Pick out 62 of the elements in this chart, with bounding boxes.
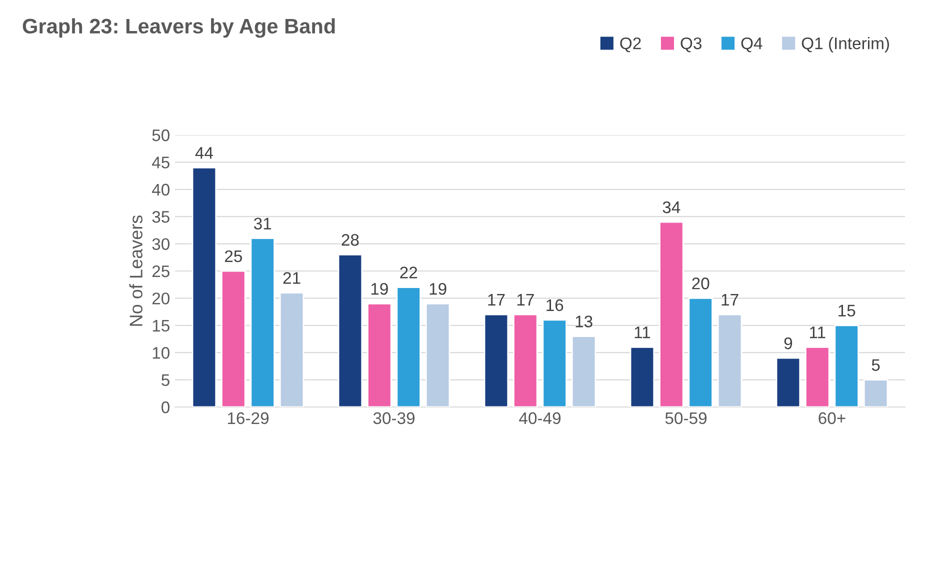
bar xyxy=(279,292,304,407)
bar xyxy=(221,270,246,407)
legend-label: Q1 (Interim) xyxy=(802,37,889,53)
bar xyxy=(425,302,450,407)
legend-label: Q4 xyxy=(741,37,762,52)
bar xyxy=(834,324,859,407)
bar xyxy=(659,221,684,407)
legend-label: Q3 xyxy=(680,37,702,52)
data-label: 20 xyxy=(692,278,710,290)
data-label: 31 xyxy=(254,218,272,230)
y-tick-label: 40 xyxy=(152,184,170,196)
data-label: 11 xyxy=(634,326,650,338)
data-label: 17 xyxy=(517,294,534,306)
data-label: 44 xyxy=(195,147,213,159)
bar xyxy=(805,346,830,407)
x-tick-label: 16-29 xyxy=(228,412,269,424)
data-label: 21 xyxy=(283,272,300,284)
chart-title: Graph 23: Leavers by Age Band xyxy=(22,18,335,38)
bar xyxy=(192,166,217,407)
y-axis-title: No of Leavers xyxy=(129,215,142,326)
y-tick-label: 5 xyxy=(162,374,170,386)
x-tick-label: 60+ xyxy=(818,412,846,424)
bar xyxy=(542,319,567,407)
data-label: 25 xyxy=(224,250,242,262)
bar xyxy=(367,302,392,407)
y-tick-label: 10 xyxy=(152,347,170,359)
y-tick-label: 15 xyxy=(152,320,170,332)
data-label: 19 xyxy=(371,282,388,295)
x-tick-label: 30-39 xyxy=(373,412,415,424)
y-tick-label: 45 xyxy=(152,156,170,168)
data-label: 9 xyxy=(784,337,792,350)
x-tick-label: 40-49 xyxy=(519,412,561,424)
y-tick-label: 25 xyxy=(152,265,170,278)
bar xyxy=(863,379,888,407)
data-label: 17 xyxy=(488,294,505,306)
data-label: 19 xyxy=(430,282,446,295)
data-label: 34 xyxy=(662,201,680,214)
data-label: 15 xyxy=(838,304,856,317)
bar xyxy=(513,314,538,407)
data-label: 17 xyxy=(722,294,738,306)
bar xyxy=(776,357,801,407)
x-tick-label: 50-59 xyxy=(665,412,707,424)
y-tick-label: 20 xyxy=(152,292,170,304)
bar xyxy=(396,286,421,407)
legend-label: Q2 xyxy=(620,37,641,52)
y-tick-label: 0 xyxy=(162,401,170,414)
y-tick-label: 50 xyxy=(152,129,170,142)
y-tick-label: 30 xyxy=(152,238,170,250)
data-label: 5 xyxy=(872,359,880,371)
bar xyxy=(571,336,596,407)
data-label: 13 xyxy=(576,316,592,328)
data-label: 28 xyxy=(342,234,359,246)
bar xyxy=(630,346,655,407)
data-label: 16 xyxy=(546,299,564,312)
bar xyxy=(484,314,509,407)
data-label: 11 xyxy=(810,326,826,338)
bar xyxy=(250,238,275,407)
y-tick-label: 35 xyxy=(152,211,170,223)
bar xyxy=(688,298,713,407)
data-label: 22 xyxy=(400,266,418,278)
bar xyxy=(717,314,742,407)
bar xyxy=(338,254,363,407)
